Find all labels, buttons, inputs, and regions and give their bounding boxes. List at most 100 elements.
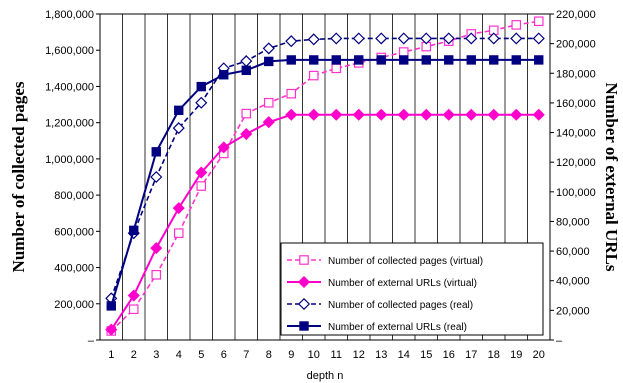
left-tick-label: 1,000,000 <box>45 154 94 166</box>
series-point <box>397 32 410 45</box>
x-tick-label: 4 <box>176 349 182 361</box>
series-point <box>241 108 252 119</box>
series-point <box>307 108 320 121</box>
x-tick-label: 14 <box>398 349 410 361</box>
left-axis-ticks: – 200,000 400,000 600,000 800,000 1,000,000 1,… <box>45 9 100 347</box>
series-point <box>240 55 253 68</box>
series-point <box>173 228 184 238</box>
series-point <box>195 166 208 179</box>
series-point <box>532 32 545 45</box>
right-axis-label: Number of external URLs <box>602 82 621 271</box>
series-point <box>240 127 253 141</box>
x-axis-label: depth n <box>307 370 344 382</box>
series-point <box>128 304 139 315</box>
x-tick-label: 5 <box>198 349 204 361</box>
series-point <box>442 108 455 121</box>
series-1 <box>105 108 545 336</box>
series-point <box>420 32 433 45</box>
series-point <box>354 55 364 65</box>
x-tick-label: 12 <box>353 349 365 361</box>
series-point <box>285 108 298 121</box>
right-tick-label: 40,000 <box>556 276 590 288</box>
series-point <box>510 108 523 121</box>
series-point <box>398 47 409 57</box>
left-tick-label: 1,400,000 <box>45 81 94 93</box>
series-point <box>444 55 454 65</box>
series-point <box>286 55 296 65</box>
x-tick-label: 18 <box>488 349 500 361</box>
left-tick-label: 1,600,000 <box>45 45 94 57</box>
right-tick-label: 60,000 <box>556 246 590 258</box>
right-tick-label: 220,000 <box>556 9 596 21</box>
series-point <box>308 70 319 81</box>
left-tick-label: 200,000 <box>54 299 94 311</box>
legend-marker <box>299 255 309 265</box>
series-point <box>150 242 163 255</box>
x-axis-ticks: 1 2 3 4 5 6 7 8 9 10 11 12 13 14 15 16 17 18 19 20 <box>108 349 545 361</box>
series-point <box>465 32 478 45</box>
series-point <box>532 108 545 121</box>
series-point <box>262 116 275 129</box>
series-point <box>195 96 208 109</box>
series-point <box>106 301 116 311</box>
x-tick-label: 19 <box>510 349 522 361</box>
series-point <box>533 16 544 27</box>
x-tick-label: 7 <box>243 349 249 361</box>
series-layer <box>105 16 545 336</box>
x-tick-label: 8 <box>266 349 272 361</box>
series-point <box>263 97 274 108</box>
series-point <box>487 108 500 121</box>
series-point <box>489 55 499 65</box>
legend: Number of collected pages (virtual) Numbe… <box>280 242 544 336</box>
series-point <box>151 270 162 280</box>
right-tick-label: 140,000 <box>556 128 596 140</box>
right-tick-label: 20,000 <box>556 305 590 317</box>
series-point <box>241 65 251 76</box>
series-point <box>487 32 500 45</box>
series-point <box>420 108 433 121</box>
series-point <box>172 202 185 215</box>
series-point <box>127 289 140 302</box>
series-point <box>331 55 341 65</box>
series-point <box>375 32 388 45</box>
legend-box <box>280 242 544 336</box>
right-tick-label: – <box>556 335 563 347</box>
right-tick-label: 120,000 <box>556 157 596 169</box>
x-tick-label: 16 <box>443 349 455 361</box>
series-2 <box>105 32 545 305</box>
x-tick-label: 11 <box>331 349 342 361</box>
x-tick-label: 1 <box>108 349 114 361</box>
series-point <box>352 32 365 45</box>
legend-label: Number of collected pages (virtual) <box>328 256 483 267</box>
series-point <box>330 108 343 121</box>
series-point <box>286 88 297 99</box>
series-point <box>330 32 343 45</box>
x-tick-label: 20 <box>533 349 545 361</box>
series-point <box>510 32 523 45</box>
x-tick-label: 9 <box>288 349 294 361</box>
series-point <box>172 122 185 135</box>
legend-label: Number of external URLs (real) <box>328 322 467 333</box>
left-tick-label: 1,800,000 <box>45 9 94 21</box>
series-point <box>511 20 522 30</box>
series-point <box>307 33 320 46</box>
left-axis-label: Number of collected pages <box>9 81 28 272</box>
series-point <box>217 141 230 154</box>
right-tick-label: 100,000 <box>556 187 596 199</box>
series-point <box>352 108 365 121</box>
series-point <box>466 55 476 65</box>
right-tick-label: 180,000 <box>556 68 596 80</box>
left-tick-label: – <box>88 335 95 347</box>
series-point <box>129 225 139 236</box>
right-tick-label: 160,000 <box>556 98 596 110</box>
legend-marker <box>299 321 309 331</box>
series-point <box>442 32 455 45</box>
series-point <box>196 181 207 191</box>
series-point <box>262 42 275 55</box>
left-tick-label: 400,000 <box>54 263 94 275</box>
x-tick-label: 6 <box>221 349 227 361</box>
x-tick-label: 15 <box>420 349 432 361</box>
series-point <box>511 55 521 65</box>
series-line <box>110 20 539 332</box>
right-tick-label: 200,000 <box>556 39 596 51</box>
